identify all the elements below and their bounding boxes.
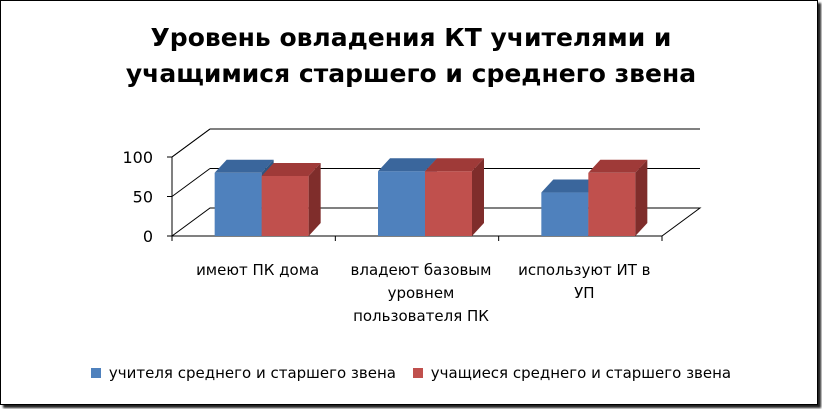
bar-top — [261, 162, 321, 176]
y-tick-label: 50 — [133, 188, 153, 207]
bar-top — [378, 158, 437, 172]
x-category-label: используют ИТ в — [518, 261, 650, 279]
bar-front — [588, 172, 636, 236]
y-tick-label: 100 — [122, 148, 153, 167]
bar-side — [308, 162, 321, 236]
bar-side — [472, 158, 484, 236]
bar-side — [635, 159, 648, 236]
bar-top — [425, 158, 484, 172]
x-category-label: уровнем — [388, 284, 455, 302]
bar-front — [425, 171, 472, 236]
legend-swatch-teachers — [90, 368, 101, 378]
x-category-label: владеют базовым — [351, 261, 492, 279]
chart-title: Уровень овладения КТ учителями и учащими… — [0, 20, 822, 92]
chart-title-line-2: учащимися старшего и среднего звена — [125, 59, 697, 88]
legend-label-teachers: учителя среднего и старшего звена — [108, 364, 396, 382]
x-category-label: имеют ПК дома — [196, 261, 319, 279]
bar-front — [214, 172, 262, 236]
x-category-label: УП — [574, 284, 594, 302]
chart-title-line-1: Уровень овладения КТ учителями и — [150, 23, 672, 52]
bar-top — [214, 159, 274, 173]
bar-top — [541, 179, 601, 193]
legend-item-teachers: учителя среднего и старшего звена — [90, 364, 396, 382]
gridline-diagonal — [171, 128, 211, 158]
bar-front — [541, 192, 589, 236]
legend-label-students: учащиеся среднего и старшего звена — [430, 364, 732, 382]
y-tick-label: 0 — [143, 227, 153, 246]
bar-front — [378, 171, 425, 236]
bar-front — [261, 175, 309, 236]
legend-item-students: учащиеся среднего и старшего звена — [412, 364, 732, 382]
legend-swatch-students — [412, 368, 423, 378]
chart-legend: учителя среднего и старшего звена учащие… — [0, 364, 822, 382]
gridline-diagonal — [171, 168, 211, 197]
bar-top — [588, 159, 648, 173]
x-category-label: пользователя ПК — [353, 307, 489, 325]
